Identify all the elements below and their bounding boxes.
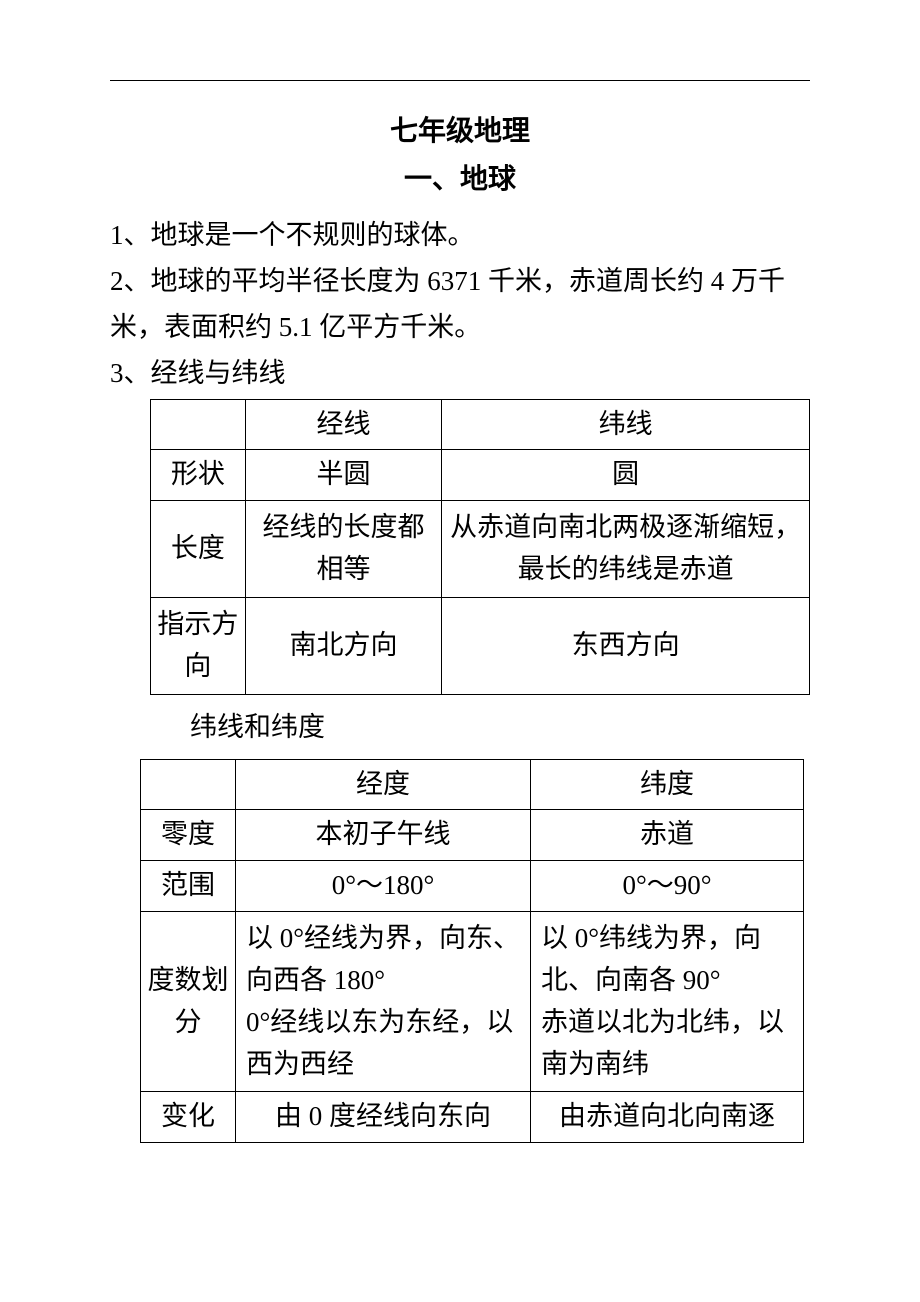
cell-header: 纬度 — [531, 759, 804, 810]
cell-value: 半圆 — [245, 450, 441, 501]
table-row: 长度 经线的长度都相等 从赤道向南北两极逐渐缩短，最长的纬线是赤道 — [151, 501, 810, 598]
cell-value: 0°～90° — [531, 861, 804, 912]
paragraph-1: 1、地球是一个不规则的球体。 — [110, 213, 810, 259]
cell-label: 变化 — [141, 1092, 236, 1143]
table-row: 度数划分 以 0°经线为界，向东、向西各 180°0°经线以东为东经，以西为西经… — [141, 912, 804, 1092]
table-row: 经线 纬线 — [151, 399, 810, 450]
doc-title: 七年级地理 — [110, 109, 810, 149]
cell-blank — [151, 399, 246, 450]
cell-value: 由 0 度经线向东向 — [236, 1092, 531, 1143]
top-rule — [110, 80, 810, 81]
cell-label: 零度 — [141, 810, 236, 861]
cell-value: 以 0°纬线为界，向北、向南各 90°赤道以北为北纬，以南为南纬 — [531, 912, 804, 1092]
cell-value: 南北方向 — [245, 597, 441, 694]
paragraph-2: 2、地球的平均半径长度为 6371 千米，赤道周长约 4 万千米，表面积约 5.… — [110, 259, 810, 351]
cell-header: 经线 — [245, 399, 441, 450]
cell-label: 度数划分 — [141, 912, 236, 1092]
paragraph-3: 3、经线与纬线 — [110, 351, 810, 397]
table-row: 指示方向 南北方向 东西方向 — [151, 597, 810, 694]
cell-value: 以 0°经线为界，向东、向西各 180°0°经线以东为东经，以西为西经 — [236, 912, 531, 1092]
section-heading: 一、地球 — [110, 157, 810, 197]
cell-label: 范围 — [141, 861, 236, 912]
table-row: 零度 本初子午线 赤道 — [141, 810, 804, 861]
mid-label: 纬线和纬度 — [190, 705, 810, 751]
cell-value: 从赤道向南北两极逐渐缩短，最长的纬线是赤道 — [442, 501, 810, 598]
cell-value: 东西方向 — [442, 597, 810, 694]
page: 七年级地理 一、地球 1、地球是一个不规则的球体。 2、地球的平均半径长度为 6… — [0, 0, 920, 1191]
cell-label: 长度 — [151, 501, 246, 598]
cell-label: 形状 — [151, 450, 246, 501]
cell-value: 经线的长度都相等 — [245, 501, 441, 598]
table-row: 变化 由 0 度经线向东向 由赤道向北向南逐 — [141, 1092, 804, 1143]
cell-value: 0°～180° — [236, 861, 531, 912]
table-row: 范围 0°～180° 0°～90° — [141, 861, 804, 912]
table-row: 形状 半圆 圆 — [151, 450, 810, 501]
cell-header: 经度 — [236, 759, 531, 810]
cell-value: 本初子午线 — [236, 810, 531, 861]
cell-value: 赤道 — [531, 810, 804, 861]
cell-label: 指示方向 — [151, 597, 246, 694]
table-degrees: 经度 纬度 零度 本初子午线 赤道 范围 0°～180° 0°～90° 度数划分… — [140, 759, 804, 1144]
cell-blank — [141, 759, 236, 810]
table-row: 经度 纬度 — [141, 759, 804, 810]
cell-value: 由赤道向北向南逐 — [531, 1092, 804, 1143]
cell-value: 圆 — [442, 450, 810, 501]
table-lines: 经线 纬线 形状 半圆 圆 长度 经线的长度都相等 从赤道向南北两极逐渐缩短，最… — [150, 399, 810, 695]
cell-header: 纬线 — [442, 399, 810, 450]
